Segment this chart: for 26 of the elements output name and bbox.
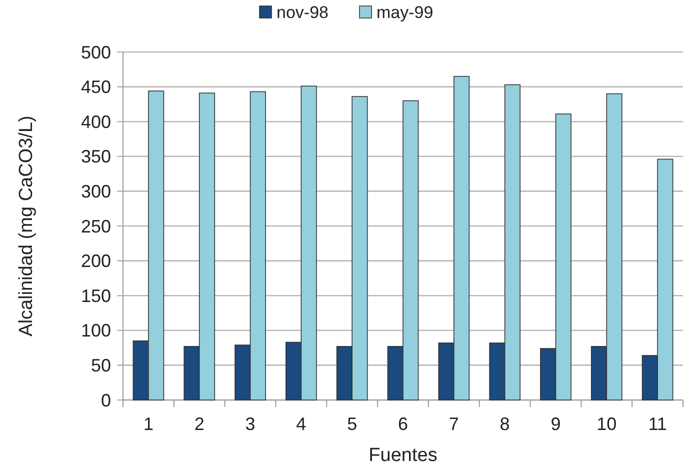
x-tick-label: 9 [550,414,561,434]
x-tick-label: 2 [194,414,204,434]
x-tick-label: 6 [398,414,408,434]
x-axis-title: Fuentes [368,445,438,466]
x-tick-label: 3 [245,414,256,434]
y-tick-label: 150 [80,286,111,306]
y-tick-label: 450 [80,77,111,98]
x-tick-label: 7 [448,414,459,434]
y-tick-label: 350 [80,146,111,167]
y-tick-label: 300 [80,182,111,202]
y-tick-label: 50 [90,356,111,376]
legend-label: may-99 [376,3,434,22]
x-tick-label: 10 [596,414,617,434]
y-tick-label: 250 [80,216,111,236]
legend-label: nov-98 [276,3,328,22]
y-axis-title: Alcalinidad (mg CaCO3/L) [16,116,37,336]
x-tick-label: 1 [143,414,154,434]
x-tick-label: 11 [648,414,667,434]
y-tick-label: 100 [80,320,111,341]
x-tick-label: 5 [347,414,358,434]
x-tick-label: 4 [296,414,306,434]
y-tick-label: 200 [80,251,111,272]
x-tick-label: 8 [500,414,510,434]
y-tick-label: 400 [80,112,111,132]
y-tick-label: 500 [80,42,111,62]
y-tick-label: 0 [100,390,111,410]
